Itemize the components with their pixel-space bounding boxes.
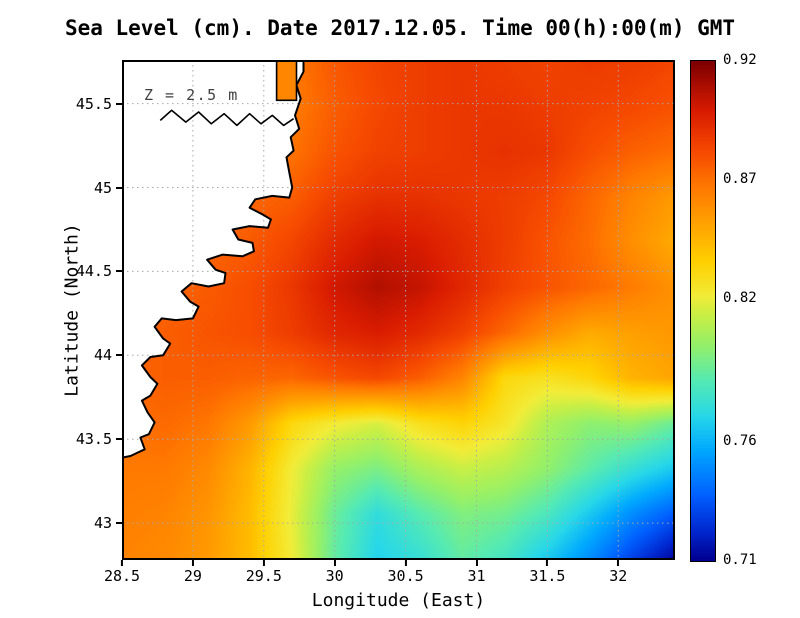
coastline xyxy=(122,60,305,459)
x-tick: 31.5 xyxy=(529,560,565,585)
land-area xyxy=(122,60,304,458)
x-tick: 31 xyxy=(467,560,486,585)
x-tick-label: 28.5 xyxy=(103,567,141,585)
x-tick-mark xyxy=(546,560,549,566)
y-tick-label: 44 xyxy=(93,346,112,365)
y-tick-mark xyxy=(116,186,122,189)
y-tick-mark xyxy=(116,270,122,273)
x-axis-label: Longitude (East) xyxy=(311,590,486,611)
colorbar-canvas xyxy=(691,61,715,561)
x-tick: 32 xyxy=(609,560,627,585)
colorbar-tick-label: 0.71 xyxy=(723,552,757,568)
colorbar-tick-label: 0.87 xyxy=(723,171,757,187)
x-tick: 30 xyxy=(326,560,344,585)
lagoon-shoreline xyxy=(159,109,295,127)
x-tick: 29 xyxy=(184,560,202,585)
x-tick: 29.5 xyxy=(246,560,282,585)
x-tick: 28.5 xyxy=(104,560,140,585)
plot-area: Z = 2.5 m xyxy=(122,60,675,560)
y-tick-label: 43 xyxy=(93,514,112,533)
y-tick-label: 45.5 xyxy=(75,94,112,113)
plot-title: Sea Level (cm). Date 2017.12.05. Time 00… xyxy=(64,16,736,40)
y-axis-label: Latitude (North) xyxy=(61,223,83,397)
x-tick-mark xyxy=(404,560,407,566)
x-tick-label: 32 xyxy=(609,567,628,585)
y-tick: 44 xyxy=(94,346,122,364)
colorbar-labels: 0.92 0.87 0.82 0.76 0.71 xyxy=(723,52,783,568)
depth-annotation: Z = 2.5 m xyxy=(144,86,239,104)
x-tick-label: 29.5 xyxy=(245,567,282,585)
colorbar-tick-label: 0.82 xyxy=(723,290,757,307)
y-tick-mark xyxy=(116,438,122,441)
y-tick: 45.5 xyxy=(76,95,122,113)
x-tick-mark xyxy=(475,560,478,566)
y-tick-label: 44.5 xyxy=(75,262,112,281)
y-tick-mark xyxy=(116,102,122,105)
x-tick: 30.5 xyxy=(388,560,424,585)
y-tick-label: 45 xyxy=(93,178,112,197)
lagoon-water-patch xyxy=(275,60,298,102)
y-tick-mark xyxy=(116,522,122,525)
x-tick-mark xyxy=(262,560,265,566)
y-tick-mark xyxy=(116,354,122,357)
x-tick-mark xyxy=(191,560,194,566)
y-tick: 45 xyxy=(94,179,122,197)
x-tick-label: 29 xyxy=(183,567,202,585)
y-tick-label: 43.5 xyxy=(75,430,112,449)
colorbar-tick-label: 0.92 xyxy=(723,52,757,68)
colorbar xyxy=(690,60,716,562)
x-tick-mark xyxy=(121,560,123,566)
x-tick-mark xyxy=(617,560,620,566)
y-tick: 44.5 xyxy=(76,262,122,280)
y-tick: 43 xyxy=(94,514,122,532)
x-tick-label: 31 xyxy=(467,567,486,585)
map-overlay xyxy=(122,60,675,560)
x-tick-mark xyxy=(333,560,336,566)
y-axis-ticks: 45.5 45 44.5 44 43.5 43 xyxy=(42,60,122,560)
x-axis-ticks: 28.5 29 29.5 30 30.5 31 31.5 32 xyxy=(104,560,675,588)
y-tick: 43.5 xyxy=(76,430,122,448)
x-tick-label: 30 xyxy=(325,567,344,585)
x-tick-label: 31.5 xyxy=(529,567,566,585)
x-tick-label: 30.5 xyxy=(387,567,424,585)
colorbar-tick-label: 0.76 xyxy=(723,433,757,449)
